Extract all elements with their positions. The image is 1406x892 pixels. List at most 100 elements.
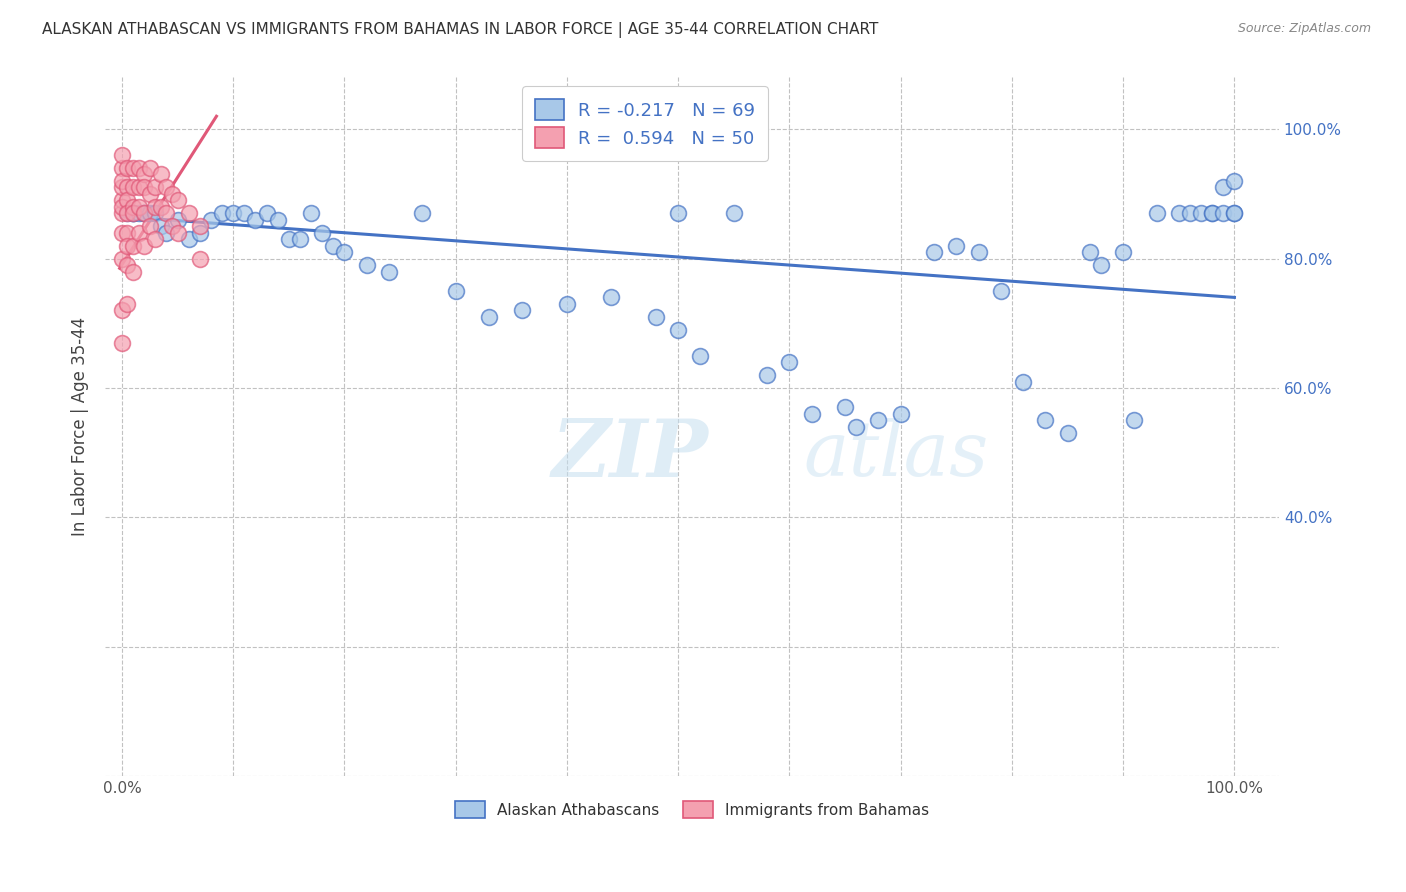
Point	[111, 335, 134, 350]
Point	[134, 206, 156, 220]
Point	[138, 186, 160, 201]
Point	[868, 413, 890, 427]
Point	[122, 200, 145, 214]
Point	[149, 168, 172, 182]
Point	[149, 219, 172, 234]
Point	[723, 206, 745, 220]
Point	[111, 148, 134, 162]
Point	[834, 401, 856, 415]
Point	[990, 284, 1012, 298]
Point	[1146, 206, 1168, 220]
Point	[1212, 206, 1234, 220]
Point	[200, 212, 222, 227]
Point	[111, 252, 134, 266]
Point	[689, 349, 711, 363]
Point	[117, 297, 139, 311]
Point	[288, 232, 311, 246]
Point	[117, 238, 139, 252]
Point	[117, 161, 139, 175]
Point	[1212, 180, 1234, 194]
Point	[1033, 413, 1056, 427]
Point	[160, 186, 183, 201]
Point	[945, 238, 967, 252]
Point	[128, 226, 150, 240]
Point	[117, 206, 139, 220]
Point	[266, 212, 288, 227]
Point	[1189, 206, 1212, 220]
Point	[122, 206, 145, 220]
Point	[922, 245, 945, 260]
Point	[138, 206, 160, 220]
Point	[967, 245, 990, 260]
Point	[160, 219, 183, 234]
Point	[138, 219, 160, 234]
Point	[478, 310, 501, 324]
Point	[600, 290, 623, 304]
Point	[134, 168, 156, 182]
Point	[117, 206, 139, 220]
Point	[134, 206, 156, 220]
Point	[149, 200, 172, 214]
Point	[299, 206, 322, 220]
Point	[512, 303, 534, 318]
Point	[444, 284, 467, 298]
Point	[311, 226, 333, 240]
Point	[134, 238, 156, 252]
Point	[666, 323, 689, 337]
Point	[166, 212, 188, 227]
Point	[128, 161, 150, 175]
Point	[155, 180, 177, 194]
Point	[122, 206, 145, 220]
Point	[233, 206, 256, 220]
Point	[333, 245, 356, 260]
Point	[378, 264, 401, 278]
Point	[1123, 413, 1146, 427]
Point	[411, 206, 433, 220]
Point	[111, 174, 134, 188]
Point	[111, 206, 134, 220]
Point	[117, 258, 139, 272]
Point	[166, 194, 188, 208]
Point	[1201, 206, 1223, 220]
Point	[188, 252, 211, 266]
Point	[1167, 206, 1189, 220]
Point	[111, 180, 134, 194]
Point	[117, 194, 139, 208]
Text: atlas: atlas	[804, 417, 988, 491]
Point	[322, 238, 344, 252]
Text: ZIP: ZIP	[551, 416, 709, 493]
Point	[1056, 426, 1078, 441]
Point	[111, 161, 134, 175]
Point	[117, 180, 139, 194]
Point	[177, 232, 200, 246]
Point	[166, 226, 188, 240]
Point	[143, 206, 166, 220]
Point	[122, 206, 145, 220]
Point	[122, 180, 145, 194]
Point	[1223, 174, 1246, 188]
Point	[111, 200, 134, 214]
Point	[256, 206, 278, 220]
Point	[1078, 245, 1101, 260]
Point	[845, 419, 868, 434]
Legend: Alaskan Athabascans, Immigrants from Bahamas: Alaskan Athabascans, Immigrants from Bah…	[449, 795, 935, 824]
Point	[188, 219, 211, 234]
Point	[155, 226, 177, 240]
Text: Source: ZipAtlas.com: Source: ZipAtlas.com	[1237, 22, 1371, 36]
Point	[177, 206, 200, 220]
Point	[1090, 258, 1112, 272]
Point	[122, 161, 145, 175]
Point	[143, 232, 166, 246]
Point	[128, 206, 150, 220]
Point	[211, 206, 233, 220]
Point	[111, 194, 134, 208]
Point	[128, 200, 150, 214]
Point	[645, 310, 668, 324]
Point	[138, 161, 160, 175]
Point	[134, 206, 156, 220]
Y-axis label: In Labor Force | Age 35-44: In Labor Force | Age 35-44	[72, 318, 89, 536]
Point	[143, 180, 166, 194]
Point	[756, 368, 779, 382]
Point	[122, 264, 145, 278]
Point	[122, 206, 145, 220]
